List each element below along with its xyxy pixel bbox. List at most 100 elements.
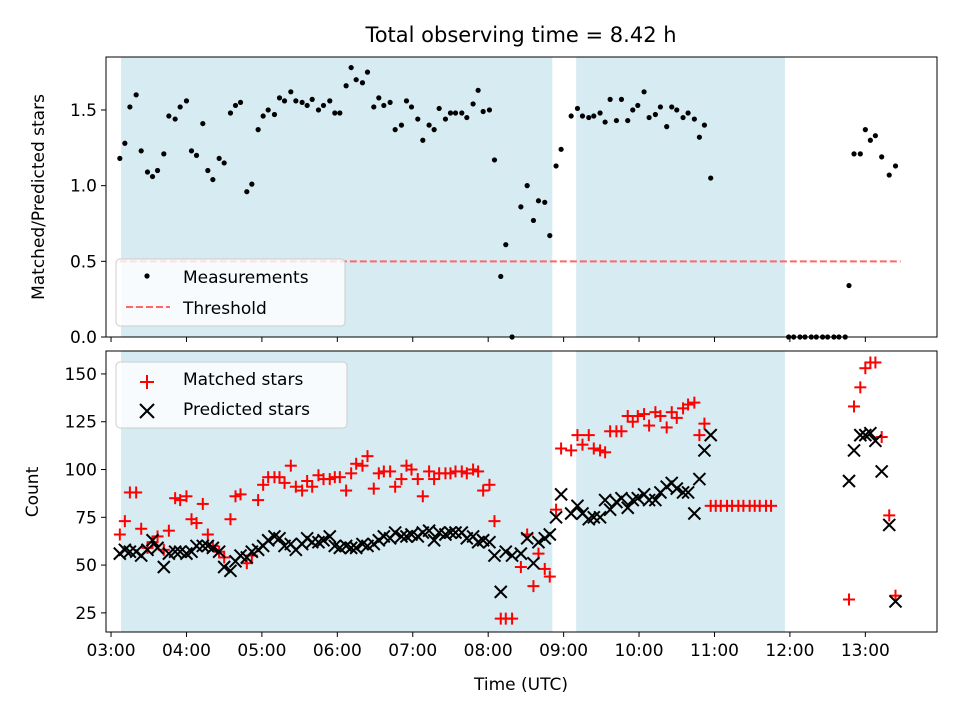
measurement-point	[387, 99, 393, 106]
x-tick-label: 13:00	[841, 641, 890, 661]
measurement-point	[420, 137, 426, 143]
predicted-star-point	[570, 499, 585, 513]
matched-star-point	[361, 450, 374, 463]
measurement-point	[680, 114, 686, 121]
matched-star-point	[848, 400, 861, 413]
measurement-point	[260, 113, 266, 119]
matched-star-point	[550, 503, 563, 516]
y-tick-label: 1.5	[70, 101, 97, 121]
measurement-point	[447, 110, 454, 116]
legend-predicted-label: Predicted stars	[183, 400, 310, 420]
predicted-star-point	[670, 481, 684, 496]
predicted-star-point	[482, 535, 497, 549]
measurement-point	[518, 204, 524, 210]
predicted-star-point	[123, 545, 137, 559]
predicted-star-point	[388, 525, 402, 540]
matched-star-point	[455, 465, 468, 478]
measurement-point	[177, 104, 183, 110]
cross-b	[692, 472, 707, 486]
y-tick-label: 100	[65, 461, 97, 481]
measurement-point	[431, 127, 437, 133]
predicted-star-point	[531, 535, 546, 549]
predicted-star-point	[847, 443, 861, 458]
matched-star-point	[688, 396, 701, 409]
predicted-star-point	[520, 531, 534, 546]
cross-b	[575, 506, 590, 521]
measurement-point	[183, 98, 190, 104]
measurement-point	[122, 140, 128, 146]
predicted-star-point	[443, 525, 458, 540]
measurement-point	[133, 92, 139, 98]
cross-b	[703, 428, 718, 442]
cross-b	[206, 541, 220, 555]
predicted-star-point	[543, 527, 557, 542]
cross-b	[355, 537, 370, 551]
measurement-point	[216, 155, 222, 162]
bottom-panel: 25 50 75 100 125 150 03:00 04:00 05:00 06:00 07:00…	[23, 350, 938, 695]
matched-star-point	[257, 478, 270, 491]
cross-b	[448, 525, 463, 540]
cross-b	[482, 535, 497, 549]
cross-b	[476, 533, 490, 547]
predicted-star-point	[642, 493, 656, 507]
measurement-point	[886, 172, 892, 178]
matched-star-point	[234, 488, 247, 501]
cross-b	[697, 443, 712, 458]
measurement-point	[530, 217, 537, 224]
cross-b	[189, 539, 204, 553]
measurement-point	[851, 151, 857, 157]
matched-star-point	[477, 484, 490, 497]
measurement-point	[553, 163, 559, 169]
cross-b	[267, 529, 282, 544]
measurement-point	[630, 107, 636, 113]
matched-star-point	[660, 421, 673, 434]
measurement-point	[281, 98, 288, 104]
cross-b	[868, 434, 883, 448]
cross-b	[494, 585, 508, 599]
matched-star-point	[224, 513, 237, 526]
predicted-star-point	[261, 533, 275, 547]
predicted-star-point	[697, 443, 712, 458]
cross-b	[404, 527, 419, 542]
predicted-star-point	[499, 545, 513, 559]
predicted-star-point	[687, 506, 702, 521]
measurement-point	[558, 146, 564, 152]
x-tick-label: 05:00	[237, 641, 286, 661]
measurement-point	[586, 114, 592, 121]
predicted-star-point	[150, 541, 165, 555]
cross-b	[323, 529, 337, 544]
matched-star-point	[594, 444, 607, 457]
measurement-point	[320, 102, 327, 109]
measurement-point	[535, 198, 542, 204]
cross-b	[388, 525, 402, 540]
y-tick-label: 1.0	[70, 177, 97, 197]
measurement-point	[879, 154, 885, 160]
y-tick-label: 150	[65, 365, 97, 385]
matched-star-point	[389, 480, 402, 493]
cross-b	[526, 556, 541, 570]
measurement-point	[464, 114, 470, 121]
measurement-point	[503, 242, 509, 248]
matched-star-point	[693, 429, 706, 442]
measurement-point	[524, 183, 530, 189]
cross-b	[847, 443, 861, 458]
predicted-star-point	[168, 545, 182, 559]
matched-star-point	[599, 446, 612, 459]
cross-b	[499, 545, 513, 559]
cross-b	[173, 545, 187, 559]
shaded-interval-2	[576, 57, 785, 337]
measurement-point	[127, 104, 133, 110]
measurement-point	[669, 104, 675, 110]
matched-star-point	[889, 589, 902, 602]
cross-b	[145, 533, 160, 547]
cross-b	[349, 541, 363, 555]
measurement-point	[607, 96, 613, 102]
predicted-star-point	[448, 525, 463, 540]
matched-star-point	[483, 478, 496, 491]
predicted-star-point	[614, 491, 629, 505]
measurement-point	[210, 176, 216, 183]
matched-star-point	[538, 562, 551, 575]
cross-b	[863, 426, 878, 440]
matched-star-point	[571, 429, 584, 442]
measurement-point	[309, 96, 315, 102]
